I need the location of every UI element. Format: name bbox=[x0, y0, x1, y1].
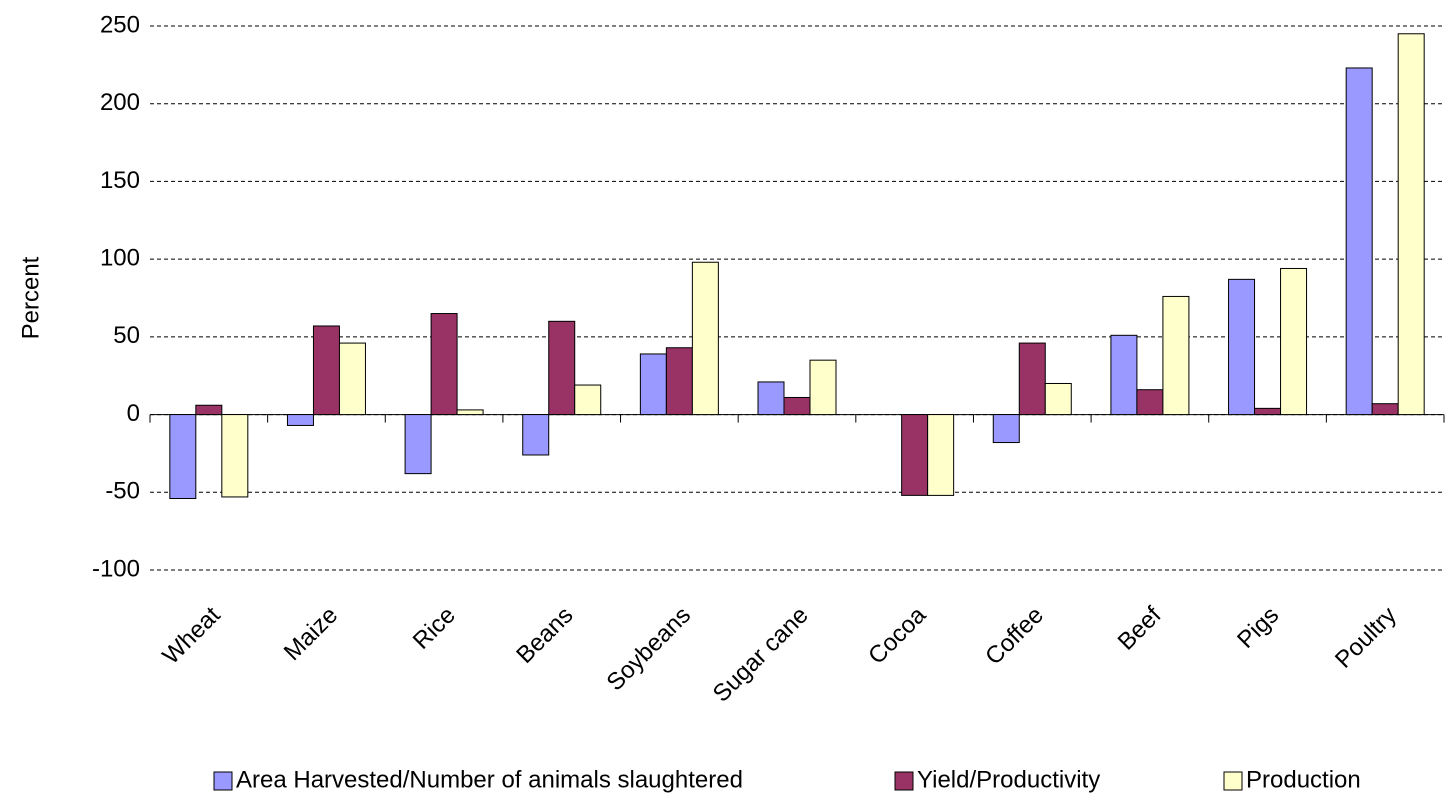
legend-swatch bbox=[1223, 771, 1243, 791]
x-tick-label: Coffee bbox=[980, 602, 1049, 671]
bar bbox=[312, 325, 340, 416]
y-tick-label: -50 bbox=[105, 478, 140, 505]
bar bbox=[691, 261, 719, 416]
bar bbox=[809, 359, 837, 416]
bar bbox=[665, 347, 693, 416]
bar bbox=[338, 342, 366, 416]
y-tick-label: 200 bbox=[100, 89, 140, 116]
bar bbox=[901, 414, 929, 496]
x-tick-label: Pigs bbox=[1232, 602, 1284, 654]
y-tick-label: -100 bbox=[92, 555, 140, 582]
x-tick-label: Rice bbox=[408, 602, 461, 655]
bar bbox=[1162, 295, 1190, 416]
x-tick-label: Maize bbox=[279, 602, 343, 666]
bar bbox=[783, 396, 811, 416]
x-tick-label: Sugar cane bbox=[708, 602, 814, 708]
x-tick-label: Beef bbox=[1113, 601, 1167, 655]
bar bbox=[1110, 334, 1138, 416]
y-tick-label: 0 bbox=[127, 400, 140, 427]
x-tick-label: Soybeans bbox=[602, 602, 697, 697]
legend-label: Production bbox=[1246, 766, 1361, 793]
y-tick-label: 150 bbox=[100, 167, 140, 194]
bar bbox=[1280, 267, 1308, 416]
bar bbox=[548, 320, 576, 416]
y-axis-label: Percent bbox=[17, 256, 44, 339]
bar bbox=[1044, 382, 1072, 416]
y-tick-label: 50 bbox=[113, 322, 140, 349]
bar bbox=[221, 414, 249, 498]
bar bbox=[1345, 67, 1373, 416]
x-tick-label: Beans bbox=[511, 602, 578, 669]
bar bbox=[522, 414, 550, 456]
bar bbox=[1397, 33, 1425, 416]
x-tick-label: Wheat bbox=[157, 601, 225, 669]
legend-label: Yield/Productivity bbox=[917, 766, 1100, 793]
y-tick-label: 100 bbox=[100, 244, 140, 271]
bar bbox=[927, 414, 955, 496]
bar bbox=[1136, 389, 1164, 416]
bar bbox=[992, 414, 1020, 444]
bar bbox=[639, 353, 667, 416]
bar bbox=[574, 384, 602, 416]
bar bbox=[1371, 403, 1399, 416]
bar bbox=[1018, 342, 1046, 416]
x-tick-label: Cocoa bbox=[863, 601, 932, 670]
legend-swatch bbox=[213, 771, 233, 791]
bar bbox=[1254, 407, 1282, 416]
legend-swatch bbox=[894, 771, 914, 791]
bar bbox=[195, 404, 223, 416]
bar bbox=[286, 414, 314, 426]
x-tick-label: Poultry bbox=[1330, 602, 1402, 674]
y-tick-label: 250 bbox=[100, 11, 140, 38]
bar bbox=[430, 313, 458, 416]
bar bbox=[456, 409, 484, 416]
bar bbox=[757, 381, 785, 416]
bar bbox=[1228, 278, 1256, 416]
bar bbox=[169, 414, 197, 500]
bar bbox=[404, 414, 432, 475]
legend-label: Area Harvested/Number of animals slaught… bbox=[236, 766, 743, 793]
